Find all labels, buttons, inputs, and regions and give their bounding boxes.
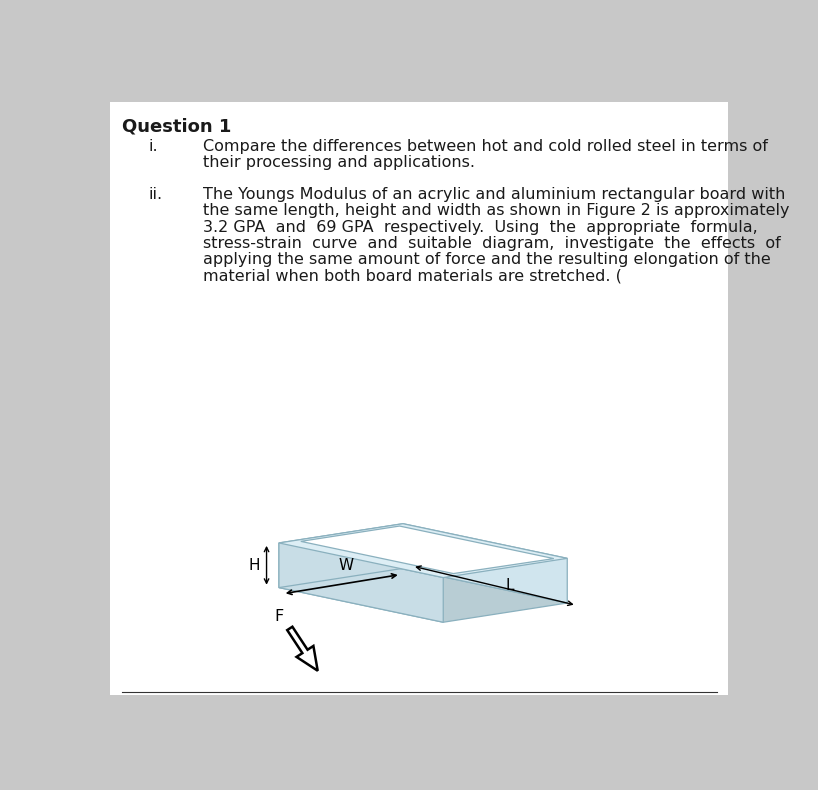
Polygon shape	[403, 524, 567, 603]
Text: Compare the differences between hot and cold rolled steel in terms of: Compare the differences between hot and …	[203, 140, 768, 155]
Text: the same length, height and width as shown in Figure 2 is approximately: the same length, height and width as sho…	[203, 203, 789, 218]
Polygon shape	[279, 543, 443, 623]
Polygon shape	[279, 568, 567, 623]
Text: Question 1: Question 1	[122, 118, 231, 136]
Text: i.: i.	[149, 140, 159, 155]
Polygon shape	[279, 524, 567, 577]
Text: L: L	[506, 578, 514, 593]
FancyBboxPatch shape	[110, 103, 729, 695]
Text: stress-strain  curve  and  suitable  diagram,  investigate  the  effects  of: stress-strain curve and suitable diagram…	[203, 235, 780, 250]
Polygon shape	[279, 524, 403, 588]
Polygon shape	[287, 626, 317, 671]
Text: F: F	[274, 609, 284, 624]
Text: 3.2 GPA  and  69 GPA  respectively.  Using  the  appropriate  formula,: 3.2 GPA and 69 GPA respectively. Using t…	[203, 220, 757, 235]
Text: material when both board materials are stretched. (: material when both board materials are s…	[203, 268, 622, 283]
Text: The Youngs Modulus of an acrylic and aluminium rectangular board with: The Youngs Modulus of an acrylic and alu…	[203, 187, 785, 202]
Text: applying the same amount of force and the resulting elongation of the: applying the same amount of force and th…	[203, 252, 771, 267]
Polygon shape	[301, 526, 554, 574]
Text: W: W	[338, 559, 353, 574]
Text: their processing and applications.: their processing and applications.	[203, 155, 475, 170]
Text: ii.: ii.	[149, 187, 163, 202]
Text: H: H	[249, 558, 260, 573]
